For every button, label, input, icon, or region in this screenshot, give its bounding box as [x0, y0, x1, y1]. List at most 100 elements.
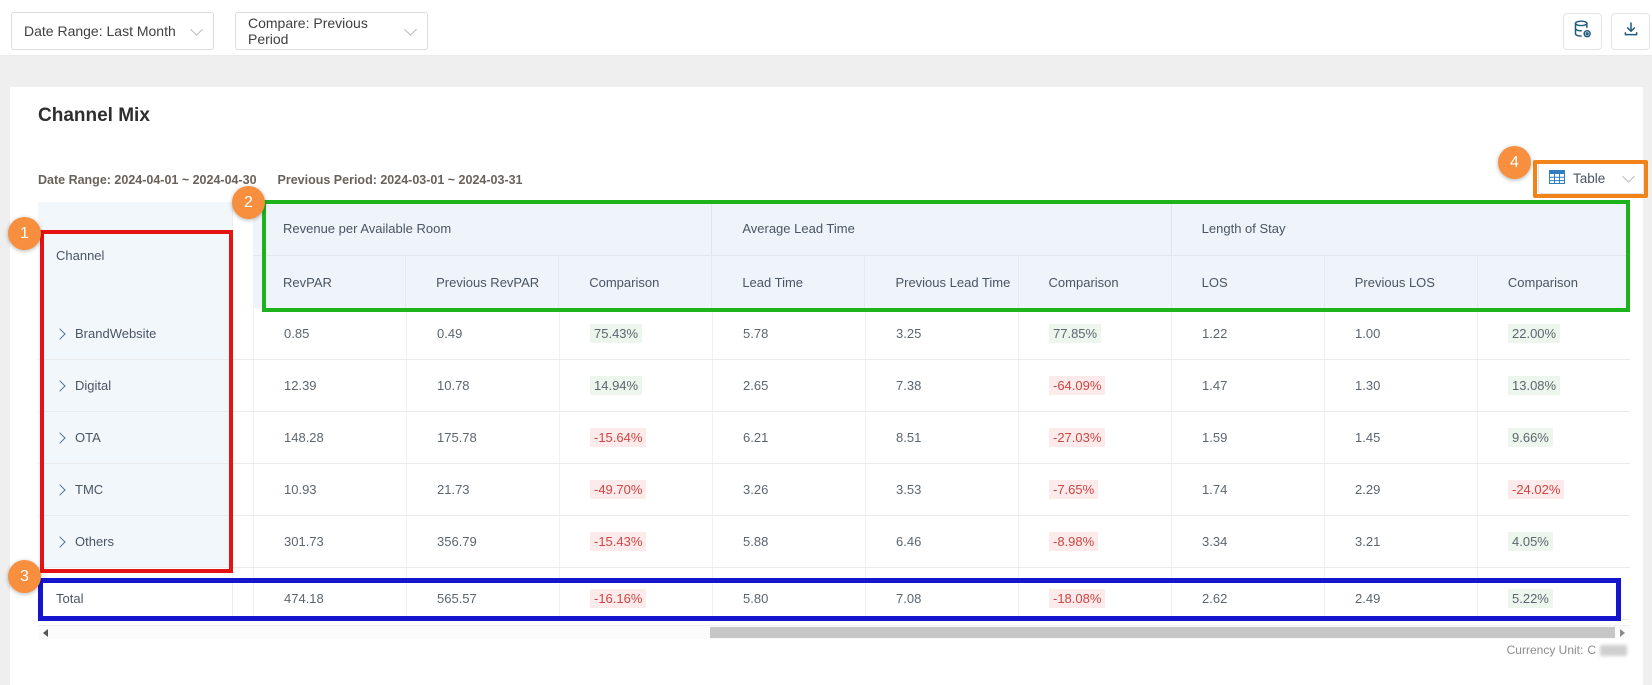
metric-value: 6.21 — [743, 430, 769, 445]
comparison-value-negative: -27.03% — [1049, 428, 1106, 447]
table-cell: 4.05% — [1477, 516, 1630, 567]
table-cell: 1.47 — [1171, 360, 1324, 411]
table-cell: 10.78 — [406, 360, 559, 411]
comparison-value-positive: 22.00% — [1508, 324, 1561, 343]
table-cell: 1.59 — [1171, 412, 1324, 463]
comparison-value-negative: -15.64% — [590, 428, 647, 447]
column-headers: Revenue per Available Room Average Lead … — [253, 202, 1630, 308]
metric-value: 2.65 — [743, 378, 769, 393]
group-header-row: Revenue per Available Room Average Lead … — [253, 202, 1630, 256]
table-cell: 1.30 — [1324, 360, 1477, 411]
metric-value: 5.78 — [743, 326, 769, 341]
table-cell: 2.49 — [1324, 578, 1477, 619]
table-cell: 5.78 — [712, 308, 865, 359]
view-type-selector[interactable]: Table — [1538, 162, 1644, 194]
date-range-dropdown-label: Date Range: Last Month — [24, 23, 176, 39]
table-row: Others 301.73 356.79 -15.43% 5.88 6.46 -8.98% 3… — [38, 516, 1630, 568]
metric-value: 2.49 — [1355, 591, 1381, 606]
col-header-previous-los: Previous LOS — [1323, 256, 1477, 308]
channel-cell[interactable]: TMC — [38, 464, 233, 515]
col-header-los: LOS — [1170, 256, 1324, 308]
table-cell: 0.49 — [406, 308, 559, 359]
metric-value: 1.59 — [1202, 430, 1228, 445]
table-row: TMC 10.93 21.73 -49.70% 3.26 3.53 -7.65% 1.74 2.… — [38, 464, 1630, 516]
horizontal-scrollbar[interactable] — [38, 625, 1630, 639]
comparison-value-positive: 77.85% — [1049, 324, 1102, 343]
table-cell: 1.22 — [1171, 308, 1324, 359]
table-cell: 1.45 — [1324, 412, 1477, 463]
top-toolbar: Date Range: Last Month Compare: Previous… — [0, 0, 1652, 56]
channel-cell[interactable]: Digital — [38, 360, 233, 411]
expand-chevron-right-icon[interactable] — [54, 483, 66, 496]
scrollbar-thumb[interactable] — [710, 627, 1615, 638]
table-icon — [1549, 169, 1565, 187]
expand-chevron-right-icon[interactable] — [54, 431, 66, 444]
metric-value: 3.26 — [743, 482, 769, 497]
table-cell: -24.02% — [1477, 464, 1630, 515]
table-cell: 9.66% — [1477, 412, 1630, 463]
metric-value: 5.88 — [743, 534, 769, 549]
comparison-value-positive: 14.94% — [590, 376, 643, 395]
table-cell: 3.26 — [712, 464, 865, 515]
compare-dropdown[interactable]: Compare: Previous Period — [235, 12, 428, 50]
col-header-lead-time-comparison: Comparison — [1017, 256, 1171, 308]
table-cell: -64.09% — [1018, 360, 1171, 411]
comparison-value-positive: 5.22% — [1508, 589, 1553, 608]
table-cell: 148.28 — [253, 412, 406, 463]
expand-chevron-right-icon[interactable] — [54, 379, 66, 392]
previous-period-value: 2024-03-01 ~ 2024-03-31 — [380, 173, 523, 187]
download-button[interactable] — [1611, 13, 1650, 50]
table-cell: 5.80 — [712, 578, 865, 619]
fixed-column-gap — [233, 202, 253, 308]
data-source-button[interactable] — [1563, 13, 1602, 50]
expand-chevron-right-icon[interactable] — [54, 535, 66, 548]
table-cell: 5.88 — [712, 516, 865, 567]
table-cell: 1.74 — [1171, 464, 1324, 515]
table-row: BrandWebsite 0.85 0.49 75.43% 5.78 3.25 77.85%… — [38, 308, 1630, 360]
table-cell: 356.79 — [406, 516, 559, 567]
table-cell: 5.22% — [1477, 578, 1630, 619]
table-cell: 474.18 — [253, 578, 406, 619]
table-cell: 21.73 — [406, 464, 559, 515]
table-cell: -49.70% — [559, 464, 712, 515]
metric-value: 565.57 — [437, 591, 477, 606]
metric-value: 356.79 — [437, 534, 477, 549]
table-row: OTA 148.28 175.78 -15.64% 6.21 8.51 -27.03% 1.5… — [38, 412, 1630, 464]
channel-cell[interactable]: Others — [38, 516, 233, 567]
group-header-los: Length of Stay — [1170, 202, 1630, 255]
report-period-meta: Date Range: 2024-04-01 ~ 2024-04-30 Prev… — [38, 173, 523, 187]
channel-cell[interactable]: BrandWebsite — [38, 308, 233, 359]
table-cell: 6.46 — [865, 516, 1018, 567]
table-cell: 10.93 — [253, 464, 406, 515]
channel-mix-table: Channel Revenue per Available Room Avera… — [38, 202, 1630, 620]
metric-value: 301.73 — [284, 534, 324, 549]
scroll-right-arrow-icon[interactable] — [1620, 629, 1625, 637]
comparison-value-negative: -49.70% — [590, 480, 647, 499]
metric-value: 10.93 — [284, 482, 317, 497]
channel-label: BrandWebsite — [75, 326, 157, 341]
table-cell: 22.00% — [1477, 308, 1630, 359]
chevron-down-icon — [1622, 169, 1635, 183]
table-cell: 565.57 — [406, 578, 559, 619]
metric-value: 2.62 — [1202, 591, 1228, 606]
page-title: Channel Mix — [38, 105, 150, 126]
comparison-value-negative: -18.08% — [1049, 589, 1106, 608]
metric-value: 2.29 — [1355, 482, 1381, 497]
col-header-los-comparison: Comparison — [1476, 256, 1630, 308]
table-cell: 14.94% — [559, 360, 712, 411]
table-cell: 175.78 — [406, 412, 559, 463]
sub-header-row: RevPAR Previous RevPAR Comparison Lead T… — [253, 256, 1630, 308]
table-cell: 1.00 — [1324, 308, 1477, 359]
metric-value: 12.39 — [284, 378, 317, 393]
comparison-value-negative: -15.43% — [590, 532, 647, 551]
metric-value: 3.53 — [896, 482, 922, 497]
expand-chevron-right-icon[interactable] — [54, 327, 66, 340]
metric-value: 3.34 — [1202, 534, 1228, 549]
scroll-left-arrow-icon[interactable] — [43, 629, 48, 637]
channel-label: TMC — [75, 482, 104, 497]
date-range-dropdown[interactable]: Date Range: Last Month — [11, 12, 214, 50]
metric-value: 8.51 — [896, 430, 922, 445]
metric-value: 7.08 — [896, 591, 922, 606]
channel-cell[interactable]: OTA — [38, 412, 233, 463]
metric-value: 3.25 — [896, 326, 922, 341]
